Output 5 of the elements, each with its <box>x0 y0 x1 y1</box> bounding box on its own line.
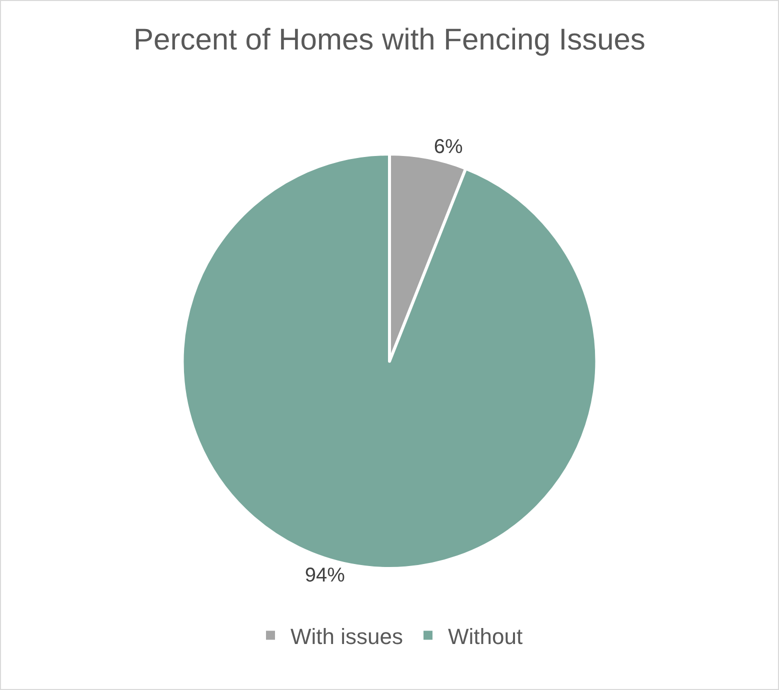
data-label: 94% <box>304 564 346 586</box>
data-label: 6% <box>434 136 463 158</box>
legend-label: With issues <box>290 624 403 649</box>
chart-title: Percent of Homes with Fencing Issues <box>134 24 646 57</box>
legend-label: Without <box>448 624 523 649</box>
